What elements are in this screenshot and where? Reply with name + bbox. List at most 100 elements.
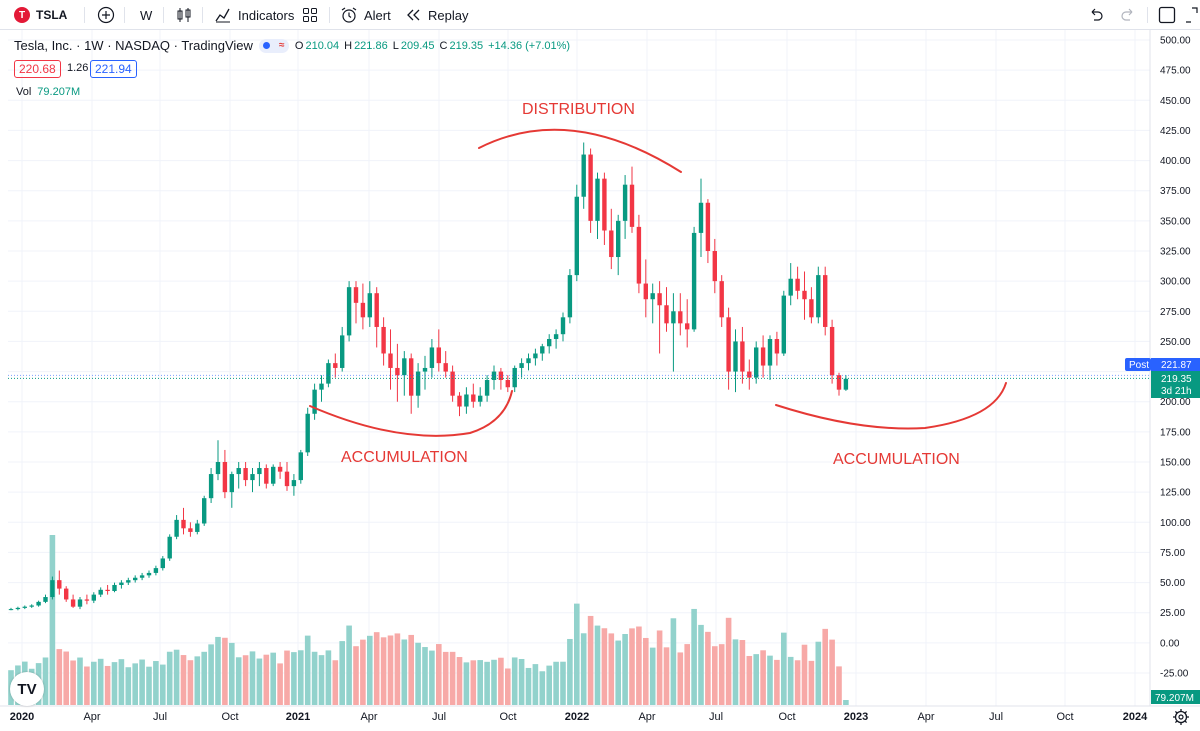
candle-body (312, 389, 317, 414)
indicators-button[interactable]: Indicators (214, 0, 294, 30)
last-price-value: 219.35 (1161, 374, 1192, 385)
volume-bar (318, 655, 325, 705)
candle-body (629, 184, 635, 227)
candle-body (540, 346, 545, 354)
volume-bar (401, 639, 408, 705)
volume-bar (815, 641, 822, 705)
volume-bar (712, 646, 718, 705)
candle-body (98, 589, 103, 595)
replay-button[interactable]: Replay (404, 0, 468, 30)
volume-bar (97, 658, 104, 705)
alert-button[interactable]: Alert (340, 0, 391, 30)
y-tick-label: -25.00 (1160, 669, 1189, 680)
candle-body (8, 609, 14, 611)
volume-bar (291, 652, 297, 705)
volume-tag: 79.207M (1151, 690, 1200, 704)
post-price-tag: Post 221.87 (1125, 358, 1200, 371)
volume-bar (615, 640, 621, 705)
indicators-label: Indicators (238, 7, 295, 23)
candle-body (84, 599, 90, 601)
candle-body (457, 395, 462, 407)
volume-bar (91, 661, 97, 705)
y-tick-label: 100.00 (1160, 518, 1191, 529)
candle-body (202, 498, 207, 524)
legend-toggle[interactable]: ≈ (258, 38, 289, 53)
chart-type-button[interactable] (176, 0, 192, 30)
interval-button[interactable]: W (140, 0, 152, 30)
volume-bar (725, 617, 732, 705)
top-toolbar: T TSLA W Indicators Alert Replay (0, 0, 1200, 30)
volume-bar (546, 665, 552, 705)
candle-body (754, 347, 759, 378)
volume-bar (139, 659, 145, 705)
candle-body (436, 347, 441, 364)
volume-bar (670, 618, 677, 705)
y-tick-label: 25.00 (1160, 608, 1185, 619)
tradingview-logo[interactable]: TV (10, 672, 44, 706)
y-tick-label: 0.00 (1160, 638, 1180, 649)
candle-body (505, 380, 510, 388)
candle-body (767, 339, 773, 366)
y-tick-label: 125.00 (1160, 488, 1191, 499)
x-tick-label: 2020 (10, 711, 34, 723)
undo-button[interactable] (1088, 0, 1104, 30)
candle-body (519, 363, 524, 368)
volume-bar (270, 652, 276, 705)
volume-bar (229, 642, 235, 705)
volume-bar (553, 661, 559, 705)
candles-icon (177, 8, 191, 22)
sell-price-button[interactable]: 220.68 (14, 60, 61, 78)
candle-body (139, 575, 145, 578)
candle-body (305, 413, 310, 453)
candle-body (553, 334, 559, 340)
volume-bar (408, 634, 414, 705)
candle-body (153, 568, 159, 573)
y-tick-label: 350.00 (1160, 216, 1191, 227)
volume-bar (42, 657, 49, 705)
fullscreen-button[interactable] (1184, 0, 1198, 30)
volume-bar (684, 644, 690, 705)
gear-icon[interactable] (1173, 709, 1189, 725)
volume-bar (360, 639, 366, 705)
candle-body (222, 462, 228, 493)
candle-body (609, 230, 614, 258)
candle-body (719, 281, 724, 318)
y-tick-label: 275.00 (1160, 307, 1191, 318)
symbol-search[interactable]: T TSLA (14, 0, 67, 30)
fullscreen-icon (1186, 7, 1198, 23)
candle-body (795, 278, 800, 291)
accumulation-label-1: ACCUMULATION (341, 449, 468, 466)
volume-bar (691, 608, 697, 705)
x-tick-label: 2022 (565, 711, 589, 723)
candle-body (15, 607, 21, 610)
candle-body (484, 380, 490, 396)
volume-bar (346, 625, 352, 705)
volume-bar (263, 654, 270, 705)
candle-body (616, 220, 621, 258)
volume-bar (235, 657, 242, 705)
compare-button[interactable] (97, 0, 115, 30)
candle-body (298, 452, 303, 481)
volume-bar (387, 635, 394, 705)
x-tick-label: Apr (360, 711, 377, 723)
candle-body (188, 528, 193, 532)
candle-body (105, 589, 110, 592)
volume-legend: Vol 79.207M (16, 86, 80, 98)
candle-body (678, 311, 683, 324)
y-tick-label: 325.00 (1160, 247, 1191, 258)
x-tick-label: Oct (1056, 711, 1073, 723)
candle-body (588, 154, 593, 221)
volume-bar (180, 655, 187, 705)
volume-bar (525, 667, 532, 705)
redo-button[interactable] (1120, 0, 1136, 30)
candle-body (395, 367, 400, 376)
volume-bar (132, 663, 138, 705)
templates-button[interactable] (302, 0, 318, 30)
buy-price-button[interactable]: 221.94 (90, 60, 137, 78)
candle-body (146, 572, 152, 576)
volume-bar (601, 628, 608, 705)
volume-bar (760, 650, 766, 705)
candle-body (367, 293, 372, 318)
layout-button[interactable] (1158, 0, 1176, 30)
